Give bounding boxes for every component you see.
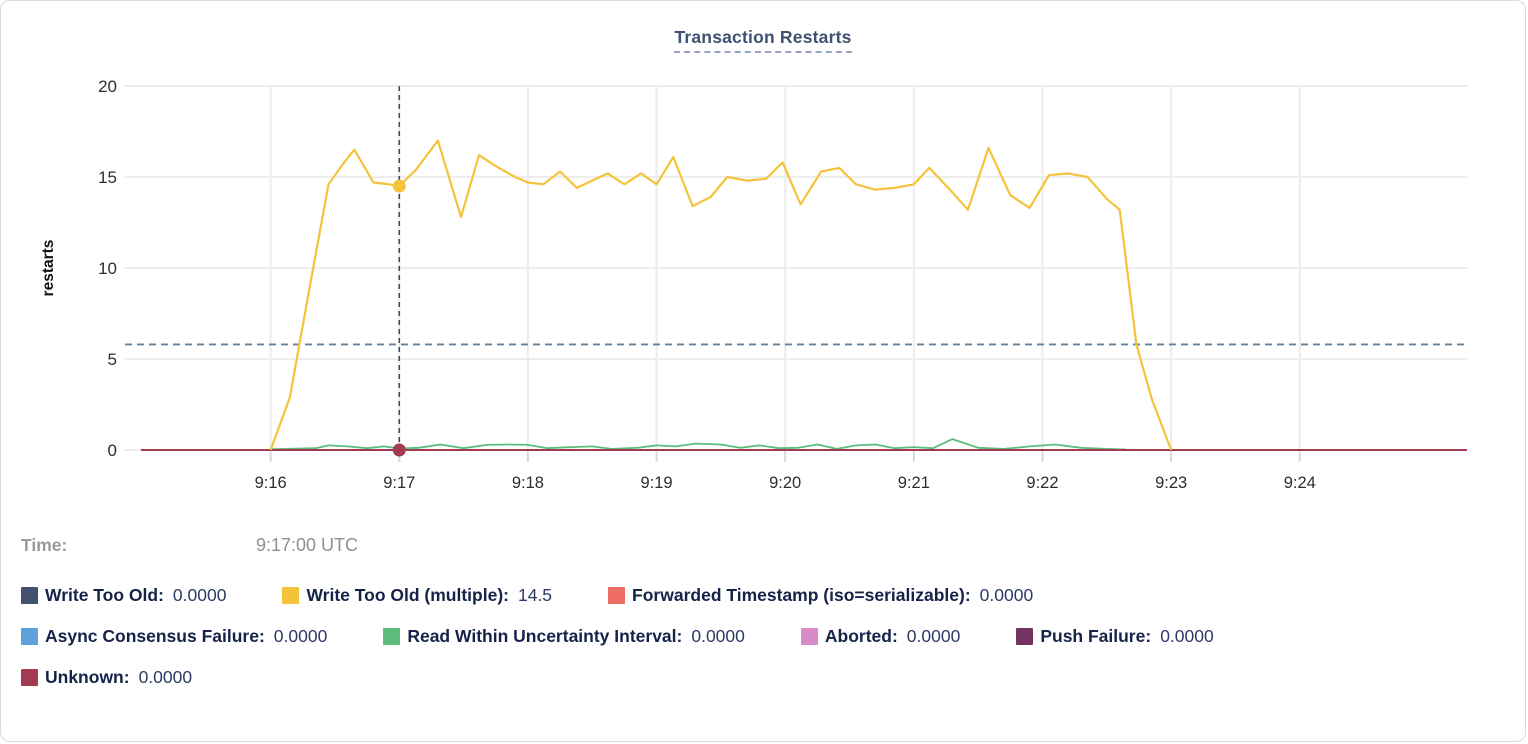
- x-tick-label: 9:18: [512, 474, 544, 492]
- legend-series-label: Read Within Uncertainty Interval:: [407, 626, 683, 646]
- legend-swatch-icon: [1016, 628, 1034, 645]
- legend-item: Read Within Uncertainty Interval: 0.0000: [383, 626, 745, 647]
- y-tick-label: 15: [98, 168, 117, 187]
- y-tick-label: 20: [98, 77, 117, 96]
- legend-item: Forwarded Timestamp (iso=serializable): 0…: [608, 585, 1033, 606]
- tooltip-time-label: Time:: [21, 535, 68, 555]
- x-tick-label: 9:23: [1155, 474, 1187, 492]
- chart-title-wrap: Transaction Restarts: [1, 27, 1525, 53]
- legend-row: Write Too Old: 0.0000 Write Too Old (multi…: [21, 585, 1505, 606]
- highlight-dot: [392, 179, 406, 193]
- legend-swatch-icon: [608, 587, 626, 604]
- tooltip-time-row: Time: 9:17:00 UTC: [21, 535, 721, 559]
- legend-row: Unknown: 0.0000: [21, 667, 1505, 688]
- legend-series-label: Forwarded Timestamp (iso=serializable):: [632, 585, 971, 605]
- x-tick-label: 9:24: [1284, 474, 1316, 492]
- series-line-write-too-old-multiple-: [269, 139, 1173, 451]
- legend-item: Unknown: 0.0000: [21, 667, 192, 688]
- y-tick-label: 0: [108, 441, 117, 460]
- y-tick-label: 5: [108, 350, 117, 369]
- y-axis-label: restarts: [40, 240, 57, 297]
- legend-series-value: 0.0000: [691, 626, 745, 646]
- legend-item: Aborted: 0.0000: [800, 626, 961, 647]
- legend-item: Async Consensus Failure: 0.0000: [21, 626, 327, 647]
- legend-series-label: Write Too Old:: [45, 585, 164, 605]
- tooltip-time-value: 9:17:00 UTC: [256, 535, 359, 555]
- x-tick-label: 9:16: [255, 474, 287, 492]
- legend-swatch-icon: [21, 628, 38, 645]
- legend-item: Write Too Old (multiple): 14.5: [282, 585, 552, 606]
- x-tick-label: 9:21: [898, 474, 930, 492]
- legend: Write Too Old: 0.0000 Write Too Old (multi…: [21, 585, 1505, 688]
- x-tick-label: 9:20: [769, 474, 801, 492]
- legend-series-value: 0.0000: [172, 585, 227, 605]
- legend-series-label: Async Consensus Failure:: [45, 626, 265, 646]
- x-tick-label: 9:19: [640, 474, 672, 492]
- legend-item: Write Too Old: 0.0000: [21, 585, 226, 606]
- x-tick-label: 9:17: [383, 474, 415, 492]
- x-tick-label: 9:22: [1026, 474, 1058, 492]
- legend-swatch-icon: [800, 628, 818, 645]
- legend-series-value: 0.0000: [273, 626, 328, 646]
- highlight-dot: [392, 443, 406, 457]
- legend-series-value: 0.0000: [979, 585, 1034, 605]
- chart-title[interactable]: Transaction Restarts: [674, 27, 852, 53]
- legend-series-label: Aborted:: [824, 626, 898, 646]
- legend-swatch-icon: [282, 587, 300, 604]
- series-line-read-within-uncertainty-interval: [270, 438, 1127, 451]
- legend-series-label: Unknown:: [45, 667, 130, 687]
- transaction-restarts-chart[interactable]: 0 5 10 15 20 9:16 9:17 9:18 9:19 9:20 9:21 9:22 9:23…: [1, 1, 1526, 516]
- legend-item: Push Failure: 0.0000: [1016, 626, 1214, 647]
- legend-row: Async Consensus Failure: 0.0000 Read Withi…: [21, 626, 1505, 647]
- legend-swatch-icon: [383, 628, 401, 645]
- legend-series-label: Write Too Old (multiple):: [306, 585, 509, 605]
- y-tick-label: 10: [98, 259, 117, 278]
- legend-swatch-icon: [21, 587, 38, 604]
- legend-series-value: 0.0000: [138, 667, 193, 687]
- legend-series-value: 0.0000: [1160, 626, 1214, 646]
- legend-series-value: 0.0000: [906, 626, 961, 646]
- legend-swatch-icon: [21, 669, 38, 686]
- legend-series-value: 14.5: [517, 585, 553, 605]
- legend-series-label: Push Failure:: [1040, 626, 1152, 646]
